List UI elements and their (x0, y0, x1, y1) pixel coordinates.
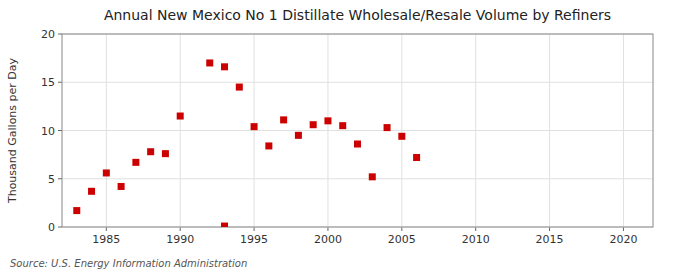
y-tick-label: 20 (41, 28, 55, 41)
point (88, 188, 95, 195)
x-tick-label: 2015 (536, 233, 564, 246)
point (118, 183, 125, 190)
x-tick (254, 227, 255, 231)
point (103, 169, 110, 176)
point (73, 207, 80, 214)
tick-labels: 1985 1990 1995 2000 2005 2010 2015 2020 0 5 10 15 20 (41, 28, 637, 246)
x-tick-label: 1990 (166, 233, 194, 246)
source-note: Source: U.S. Energy Information Administ… (10, 258, 247, 269)
x-tick-label: 2005 (388, 233, 416, 246)
x-tick-label: 2010 (462, 233, 490, 246)
x-tick-label: 1985 (92, 233, 120, 246)
point (265, 142, 272, 149)
x-tick (327, 227, 328, 231)
y-tick-label: 10 (41, 125, 55, 138)
x-tick (180, 227, 181, 231)
point (413, 154, 420, 161)
x-tick (106, 227, 107, 231)
y-grid-line (62, 130, 653, 131)
point (384, 124, 391, 131)
title: Annual New Mexico No 1 Distillate Wholes… (104, 7, 611, 23)
point (295, 132, 302, 139)
chart: 1985 1990 1995 2000 2005 2010 2015 2020 0 5 10 15 20… (0, 0, 675, 275)
point (147, 148, 154, 155)
point (132, 159, 139, 166)
points (73, 59, 420, 227)
grid (58, 34, 653, 231)
point (310, 121, 317, 128)
point (177, 113, 184, 120)
plot-frame (62, 34, 653, 227)
point (369, 173, 376, 180)
x-tick (623, 227, 624, 231)
y-grid-line (62, 82, 653, 83)
point (324, 117, 331, 124)
point (339, 122, 346, 129)
point (251, 123, 258, 130)
y-tick (58, 227, 62, 228)
plot-area (62, 34, 653, 227)
x-tick-label: 2000 (314, 233, 342, 246)
point (221, 223, 228, 227)
y-axis-label: Thousand Gallons per Day (6, 57, 19, 204)
point (206, 59, 213, 66)
point (280, 116, 287, 123)
y-tick (58, 130, 62, 131)
y-tick (58, 34, 62, 35)
x-tick-label: 1995 (240, 233, 268, 246)
x-tick (549, 227, 550, 231)
y-tick-label: 5 (48, 173, 55, 186)
point (236, 84, 243, 91)
x-tick (401, 227, 402, 231)
x-tick-label: 2020 (609, 233, 637, 246)
point (221, 63, 228, 70)
y-tick (58, 178, 62, 179)
y-grid-line (62, 178, 653, 179)
point (398, 133, 405, 140)
x-tick (475, 227, 476, 231)
y-tick (58, 82, 62, 83)
point (162, 150, 169, 157)
y-tick-label: 0 (48, 221, 55, 234)
point (354, 141, 361, 148)
y-tick-label: 15 (41, 76, 55, 89)
